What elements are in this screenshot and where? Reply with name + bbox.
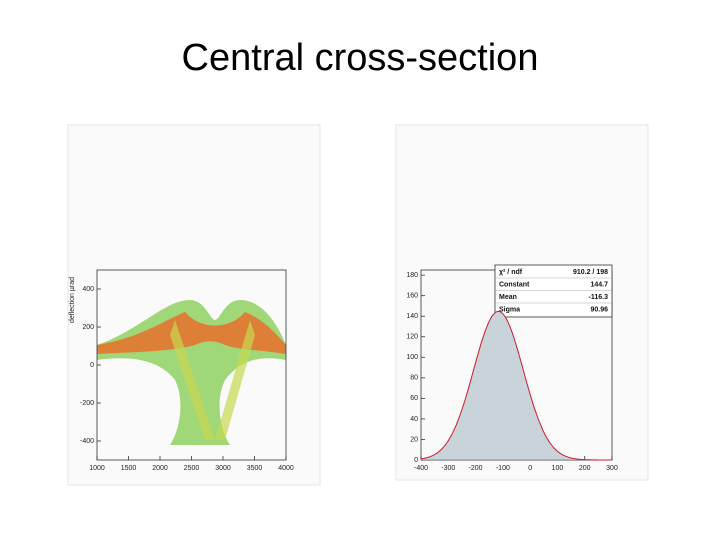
y-tick-label: 100 [406, 354, 418, 361]
stat-value: -116.3 [589, 294, 609, 301]
x-tick-label: 300 [606, 465, 618, 472]
x-tick-label: 200 [579, 465, 591, 472]
fit-curve [420, 310, 612, 461]
stat-name: χ² / ndf [499, 269, 523, 276]
stats-box [494, 264, 613, 318]
stat-value: 144.7 [590, 281, 608, 288]
y-tick-label: 40 [410, 416, 418, 423]
x-tick-label: 3500 [247, 465, 263, 472]
y-tick-label: 400 [82, 286, 94, 293]
y-tick-label: 180 [406, 272, 418, 279]
y-tick-label: 120 [406, 334, 418, 341]
x-tick-label: 2000 [152, 465, 168, 472]
x-tick-label: 1000 [89, 465, 105, 472]
stat-name: Constant [499, 281, 530, 288]
x-tick-label: -100 [496, 465, 510, 472]
x-tick-label: 4000 [278, 465, 294, 472]
x-tick-label: 3000 [215, 465, 231, 472]
y-tick-label: 0 [414, 457, 418, 464]
y-tick-label: 20 [410, 436, 418, 443]
y-tick-label: -400 [80, 438, 94, 445]
x-tick-label: 2500 [184, 465, 200, 472]
slide-title: Central cross-section [182, 37, 539, 79]
density-map [97, 300, 286, 445]
x-tick-label: 1500 [121, 465, 137, 472]
y-tick-label: 0 [90, 362, 94, 369]
y-tick-label: -200 [80, 400, 94, 407]
x-tick-label: -200 [469, 465, 483, 472]
y-tick-label: 60 [410, 395, 418, 402]
x-tick-label: -300 [441, 465, 455, 472]
stat-name: Sigma [499, 306, 520, 313]
y-tick-label: 160 [406, 293, 418, 300]
x-tick-label: 100 [552, 465, 564, 472]
stat-value: 910.2 / 198 [573, 269, 608, 276]
y-tick-label: 80 [410, 375, 418, 382]
stat-value: 90.96 [590, 306, 608, 313]
x-tick-label: -400 [414, 465, 428, 472]
x-tick-label: 0 [528, 465, 532, 472]
stat-name: Mean [499, 294, 517, 301]
y-tick-label: 200 [82, 324, 94, 331]
y-tick-label: 140 [406, 313, 418, 320]
y-axis-label: deflection µrad [69, 277, 76, 323]
